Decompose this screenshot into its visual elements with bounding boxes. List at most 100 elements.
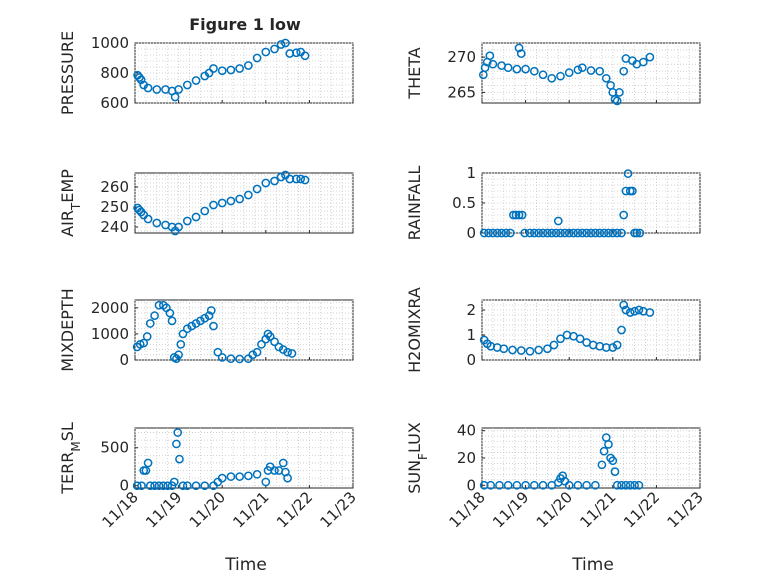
data-point	[209, 321, 218, 331]
data-point	[175, 454, 184, 464]
data-point	[503, 63, 513, 73]
data-point	[529, 66, 539, 76]
data-point	[597, 460, 607, 470]
data-point	[591, 228, 600, 238]
data-point	[508, 345, 517, 355]
y-axis-label: PRESSURE	[58, 31, 77, 115]
data-point	[610, 467, 620, 476]
data-point	[154, 300, 164, 310]
data-point	[556, 71, 565, 81]
x-tick-label: 11/21	[229, 488, 272, 531]
y-tick-label: 1	[466, 164, 476, 182]
data-point	[191, 76, 201, 85]
data-point	[591, 480, 600, 490]
data-point	[278, 458, 288, 468]
data-point	[520, 228, 530, 238]
data-point	[604, 228, 613, 238]
x-tick-label: 11/20	[533, 488, 576, 531]
data-point	[217, 66, 227, 76]
y-axis-label: THETA	[405, 47, 424, 99]
data-point	[521, 64, 530, 74]
data-point	[143, 83, 153, 93]
data-point	[300, 175, 310, 185]
data-point	[516, 49, 526, 58]
data-point	[287, 349, 297, 358]
data-point	[178, 329, 188, 339]
data-point	[635, 228, 645, 238]
data-point	[645, 52, 655, 62]
y-axis-label: RAINFALL	[405, 166, 424, 241]
data-point	[538, 480, 548, 490]
data-point	[252, 469, 262, 479]
data-point	[135, 73, 144, 82]
y-tick-label: 250	[100, 198, 129, 216]
data-point	[165, 308, 175, 318]
subplot-air-temp: 240 250 260 AIRTEMP	[58, 169, 354, 237]
data-point	[625, 308, 635, 317]
y-tick-label: 270	[447, 48, 476, 66]
data-point	[141, 466, 151, 475]
data-point	[213, 347, 223, 357]
data-point	[182, 216, 192, 226]
data-point	[244, 61, 253, 70]
data-point	[634, 480, 644, 490]
data-point	[645, 308, 655, 317]
data-point	[564, 68, 574, 77]
data-point	[511, 210, 521, 220]
data-point	[623, 169, 633, 178]
data-point	[514, 210, 524, 220]
data-point	[248, 350, 258, 360]
y-axis-label: H2OMIXRA	[405, 287, 424, 373]
data-point	[553, 216, 563, 226]
data-point	[154, 481, 164, 491]
data-point	[543, 228, 552, 238]
y-axis-label: AIRTEMP	[58, 169, 83, 237]
data-point	[291, 174, 301, 184]
data-point	[499, 344, 509, 354]
data-point	[621, 480, 631, 490]
data-point	[538, 70, 548, 80]
data-point	[514, 43, 524, 53]
data-point	[547, 73, 557, 83]
data-point	[209, 200, 218, 210]
y-tick-label: 240	[100, 218, 129, 236]
y-tick-label: 0	[119, 477, 129, 495]
data-point	[276, 172, 286, 182]
data-point	[551, 228, 561, 238]
data-point	[200, 481, 210, 491]
data-point	[512, 64, 522, 74]
data-point	[521, 480, 530, 490]
data-point	[270, 466, 279, 475]
data-point	[235, 64, 244, 73]
data-point	[614, 88, 624, 97]
data-point	[235, 354, 244, 364]
data-point	[270, 337, 279, 347]
data-point	[569, 228, 578, 238]
x-tick-label: 11/23	[664, 488, 707, 531]
x-axis-label: Time	[224, 555, 267, 575]
data-point	[634, 305, 644, 315]
data-point	[630, 306, 639, 316]
data-point	[586, 66, 596, 75]
data-point	[182, 80, 192, 90]
data-point	[619, 300, 629, 310]
data-point	[244, 471, 253, 481]
data-point	[630, 480, 639, 490]
data-point	[516, 346, 526, 355]
data-point	[573, 65, 583, 75]
data-point	[170, 92, 180, 102]
data-point	[599, 228, 609, 238]
data-point	[534, 345, 544, 355]
data-point	[261, 334, 271, 344]
y-tick-label: 500	[100, 439, 129, 457]
data-point	[608, 456, 618, 466]
data-point	[529, 480, 539, 490]
data-point	[252, 53, 262, 63]
data-point	[261, 47, 271, 57]
x-tick-label: 11/19	[489, 488, 532, 531]
data-point	[226, 65, 236, 75]
y-tick-label: 265	[447, 83, 476, 101]
data-point	[226, 472, 236, 481]
data-point	[612, 480, 622, 490]
